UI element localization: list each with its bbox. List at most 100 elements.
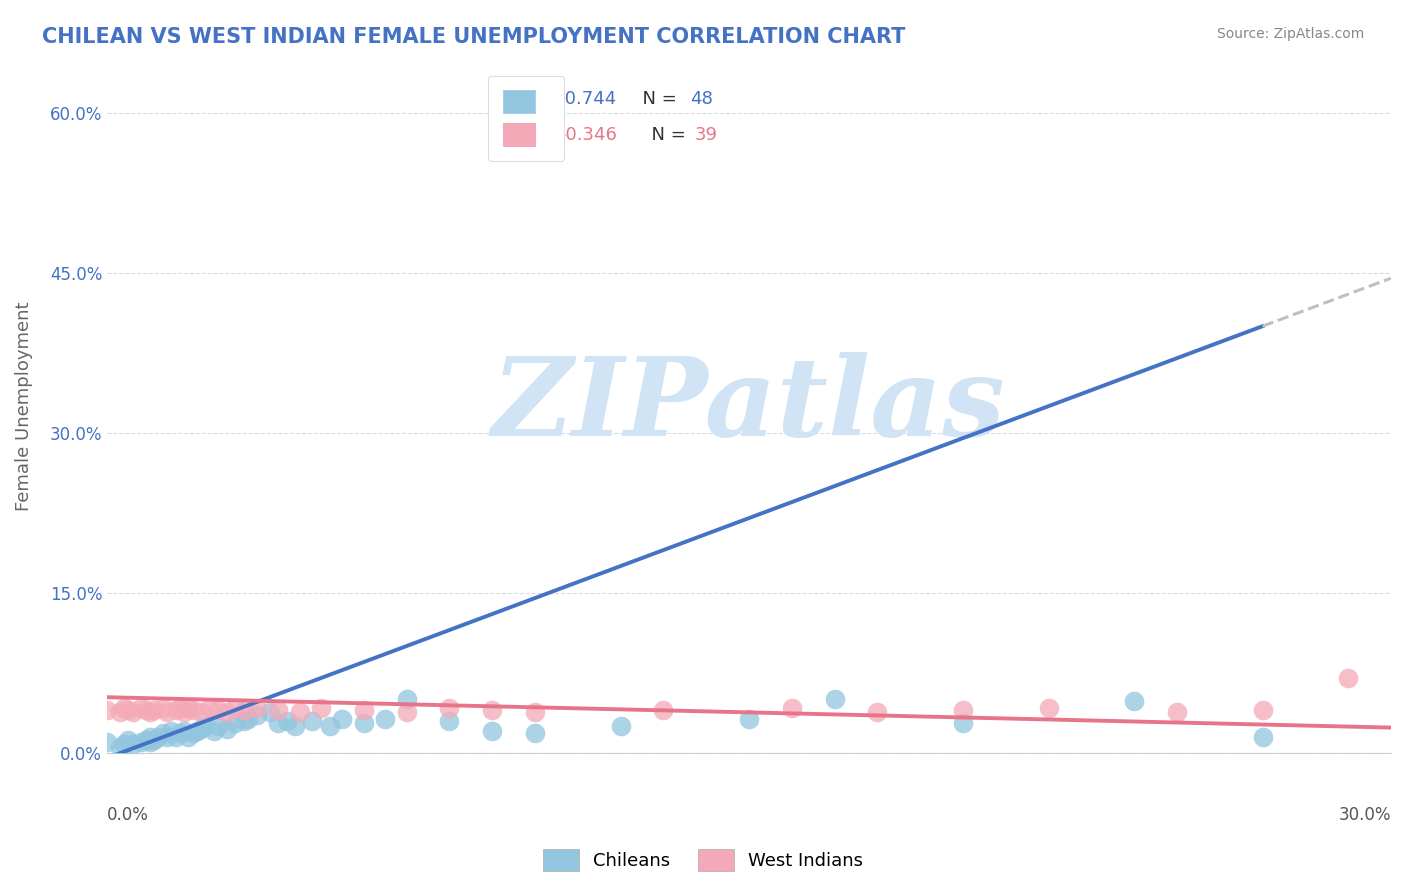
Text: 39: 39 (695, 126, 718, 145)
Point (301, 714, 323, 728)
Point (165, 703, 187, 717)
Point (284, 719, 307, 733)
Point (117, 703, 139, 717)
Point (332, 712, 354, 726)
Point (207, 719, 229, 733)
Point (395, 692, 418, 706)
Point (173, 705, 195, 719)
Point (135, 703, 157, 717)
Point (129, 735, 152, 749)
Point (108, 705, 131, 719)
Point (186, 724, 208, 739)
Point (181, 703, 204, 717)
Point (129, 701, 152, 715)
Point (117, 732, 139, 747)
Point (207, 703, 229, 717)
Point (233, 714, 256, 728)
Point (156, 730, 179, 744)
Point (267, 715, 290, 730)
Point (121, 737, 143, 751)
Point (1166, 705, 1188, 719)
Point (318, 719, 340, 733)
Point (169, 726, 191, 740)
Point (224, 701, 246, 715)
Point (353, 703, 375, 717)
Text: Source: ZipAtlas.com: Source: ZipAtlas.com (1216, 27, 1364, 41)
Point (190, 722, 212, 736)
Point (288, 705, 311, 719)
Point (1251, 730, 1274, 744)
Point (173, 724, 195, 739)
Point (215, 705, 238, 719)
Point (481, 703, 503, 717)
Point (181, 726, 204, 740)
Point (143, 732, 166, 747)
Text: 48: 48 (690, 89, 713, 108)
Y-axis label: Female Unemployment: Female Unemployment (15, 301, 32, 511)
Point (866, 705, 889, 719)
Point (738, 712, 761, 726)
Point (259, 705, 281, 719)
Text: -0.346: -0.346 (560, 126, 617, 145)
Point (395, 705, 418, 719)
Text: R =: R = (505, 126, 544, 145)
Text: CHILEAN VS WEST INDIAN FEMALE UNEMPLOYMENT CORRELATION CHART: CHILEAN VS WEST INDIAN FEMALE UNEMPLOYME… (42, 27, 905, 46)
Point (215, 722, 238, 736)
Point (246, 708, 269, 723)
Legend: , : , (488, 76, 564, 161)
Point (1123, 694, 1146, 708)
Text: N =: N = (631, 89, 682, 108)
Point (780, 701, 803, 715)
Point (824, 692, 846, 706)
Point (139, 705, 162, 719)
Point (177, 730, 200, 744)
Point (156, 705, 179, 719)
Point (135, 732, 157, 747)
Point (1251, 703, 1274, 717)
Point (233, 703, 256, 717)
Point (652, 703, 675, 717)
Point (1337, 671, 1360, 685)
Point (148, 730, 170, 744)
Point (108, 740, 131, 755)
Point (609, 719, 631, 733)
Text: 30.0%: 30.0% (1339, 806, 1391, 824)
Point (165, 730, 187, 744)
Point (169, 701, 191, 715)
Point (238, 712, 260, 726)
Legend: Chileans, West Indians: Chileans, West Indians (536, 842, 870, 879)
Point (190, 705, 212, 719)
Point (152, 701, 174, 715)
Point (112, 701, 135, 715)
Point (267, 703, 290, 717)
Point (481, 724, 503, 739)
Point (139, 730, 162, 744)
Text: ZIPatlas: ZIPatlas (492, 352, 1005, 460)
Point (139, 735, 162, 749)
Point (121, 705, 143, 719)
Point (198, 701, 221, 715)
Point (439, 701, 461, 715)
Point (524, 726, 547, 740)
Text: 0.744: 0.744 (560, 89, 616, 108)
Point (309, 701, 332, 715)
Point (96, 735, 118, 749)
Point (112, 737, 135, 751)
Point (96, 703, 118, 717)
Point (374, 712, 396, 726)
Point (1038, 701, 1060, 715)
Point (152, 726, 174, 740)
Point (276, 714, 298, 728)
Point (952, 715, 974, 730)
Point (246, 701, 269, 715)
Point (439, 714, 461, 728)
Text: N =: N = (640, 126, 692, 145)
Point (160, 724, 183, 739)
Point (224, 715, 246, 730)
Point (177, 701, 200, 715)
Point (194, 719, 217, 733)
Point (353, 715, 375, 730)
Point (524, 705, 547, 719)
Point (202, 724, 225, 739)
Point (952, 703, 974, 717)
